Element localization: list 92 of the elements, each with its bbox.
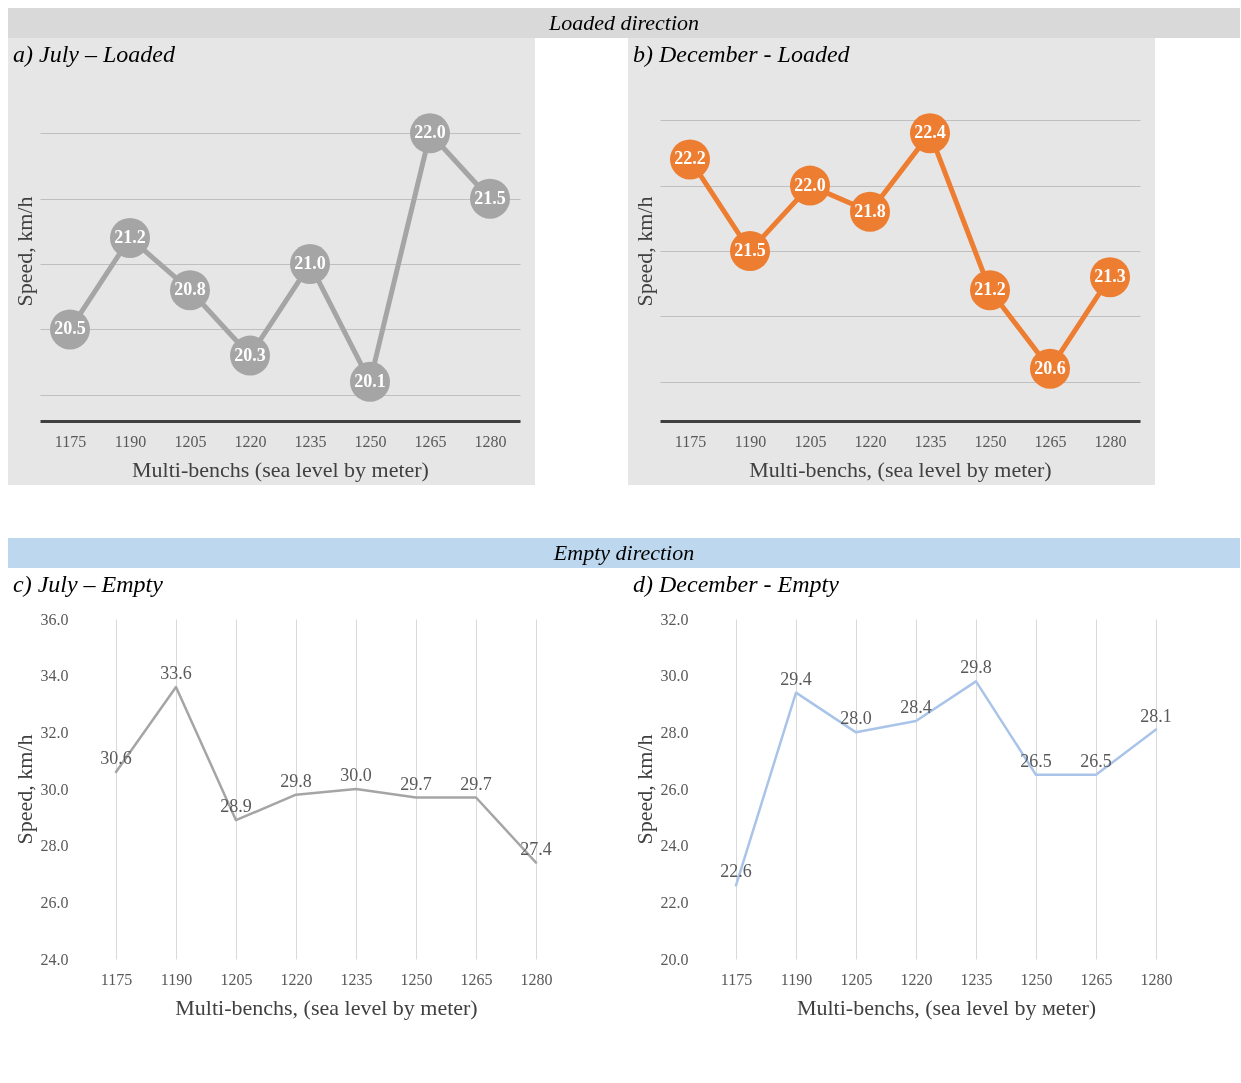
data-label: 30.6 bbox=[100, 748, 132, 768]
data-label: 20.1 bbox=[354, 370, 386, 391]
data-label: 28.4 bbox=[900, 697, 932, 717]
x-tick-label: 1250 bbox=[400, 970, 433, 988]
y-tick-label: 36.0 bbox=[40, 610, 69, 628]
x-tick-label: 1280 bbox=[1094, 432, 1127, 450]
y-tick-label: 26.0 bbox=[660, 780, 689, 798]
x-tick-label: 1235 bbox=[914, 432, 947, 450]
x-tick-label: 1280 bbox=[474, 432, 507, 450]
data-label: 22.0 bbox=[794, 174, 826, 195]
x-tick-label: 1205 bbox=[174, 432, 207, 450]
y-tick-label: 26.0 bbox=[40, 893, 69, 911]
x-tick-label: 1280 bbox=[520, 970, 553, 988]
x-tick-label: 1175 bbox=[100, 970, 133, 988]
data-label: 27.4 bbox=[520, 838, 552, 859]
x-tick-label: 1220 bbox=[234, 432, 267, 450]
x-tick-label: 1280 bbox=[1140, 970, 1173, 988]
x-tick-label: 1235 bbox=[294, 432, 327, 450]
data-label: 21.8 bbox=[854, 200, 886, 221]
text: Loaded direction bbox=[8, 8, 1240, 38]
y-tick-label: 24.0 bbox=[660, 837, 689, 855]
data-label: 29.8 bbox=[280, 770, 312, 791]
data-label: 29.7 bbox=[460, 773, 492, 794]
data-label: 29.8 bbox=[960, 657, 992, 678]
text: Empty direction bbox=[8, 538, 1240, 568]
y-axis-title: Speed, km/h bbox=[11, 196, 37, 307]
x-tick-label: 1205 bbox=[220, 970, 253, 988]
y-tick-label: 28.0 bbox=[40, 837, 69, 855]
data-label: 22.6 bbox=[720, 861, 752, 882]
x-tick-label: 1220 bbox=[900, 970, 933, 988]
x-tick-label: 1220 bbox=[280, 970, 313, 988]
chart-title: c) July – Empty bbox=[13, 571, 164, 597]
x-tick-label: 1175 bbox=[54, 432, 87, 450]
x-tick-label: 1205 bbox=[840, 970, 873, 988]
x-tick-label: 1235 bbox=[340, 970, 373, 988]
y-tick-label: 28.0 bbox=[660, 723, 689, 741]
data-label: 28.9 bbox=[220, 796, 252, 817]
data-label: 21.5 bbox=[734, 240, 766, 260]
x-axis-title: Multi-benchs, (sea level by meter) bbox=[175, 994, 478, 1020]
y-tick-label: 34.0 bbox=[40, 667, 69, 685]
x-tick-label: 1235 bbox=[960, 970, 993, 988]
data-label: 29.7 bbox=[400, 773, 432, 794]
data-label: 21.3 bbox=[1094, 266, 1126, 287]
chart-title: a) July – Loaded bbox=[13, 41, 176, 67]
x-tick-label: 1190 bbox=[160, 970, 193, 988]
x-tick-label: 1190 bbox=[114, 432, 147, 450]
x-tick-label: 1265 bbox=[414, 432, 447, 450]
data-label: 20.8 bbox=[174, 279, 206, 300]
data-label: 33.6 bbox=[160, 663, 192, 683]
y-axis-title: Speed, km/h bbox=[631, 196, 657, 307]
x-tick-label: 1220 bbox=[854, 432, 887, 450]
y-axis-title: Speed, km/h bbox=[631, 734, 657, 845]
data-label: 26.5 bbox=[1020, 750, 1052, 771]
data-label: 21.0 bbox=[294, 253, 326, 274]
y-axis-title: Speed, km/h bbox=[11, 734, 37, 845]
data-label: 21.2 bbox=[114, 226, 146, 247]
y-tick-label: 22.0 bbox=[660, 893, 689, 911]
x-tick-label: 1265 bbox=[1080, 970, 1113, 988]
data-label: 22.4 bbox=[914, 122, 946, 143]
x-tick-label: 1175 bbox=[720, 970, 753, 988]
data-label: 20.6 bbox=[1034, 357, 1066, 378]
data-label: 28.0 bbox=[840, 708, 872, 729]
chart-title: d) December - Empty bbox=[633, 571, 840, 597]
x-tick-label: 1175 bbox=[674, 432, 707, 450]
x-tick-label: 1250 bbox=[1020, 970, 1053, 988]
x-tick-label: 1190 bbox=[734, 432, 767, 450]
data-label: 20.5 bbox=[54, 318, 86, 339]
x-tick-label: 1250 bbox=[974, 432, 1007, 450]
y-tick-label: 24.0 bbox=[40, 950, 69, 968]
data-label: 22.2 bbox=[674, 148, 706, 169]
y-tick-label: 32.0 bbox=[40, 723, 69, 741]
data-label: 28.1 bbox=[1140, 705, 1172, 726]
data-label: 29.4 bbox=[780, 668, 812, 689]
data-label: 22.0 bbox=[414, 122, 446, 143]
x-tick-label: 1250 bbox=[354, 432, 387, 450]
y-tick-label: 20.0 bbox=[660, 950, 689, 968]
data-label: 21.2 bbox=[974, 279, 1006, 300]
data-label: 26.5 bbox=[1080, 750, 1112, 771]
y-tick-label: 30.0 bbox=[660, 667, 689, 685]
x-tick-label: 1190 bbox=[780, 970, 813, 988]
x-tick-label: 1205 bbox=[794, 432, 827, 450]
y-tick-label: 32.0 bbox=[660, 610, 689, 628]
x-tick-label: 1265 bbox=[460, 970, 493, 988]
data-label: 20.3 bbox=[234, 344, 266, 365]
x-axis-title: Multi-benchs, (sea level by мeter) bbox=[796, 994, 1097, 1020]
y-tick-label: 30.0 bbox=[40, 780, 69, 798]
x-tick-label: 1265 bbox=[1034, 432, 1067, 450]
x-axis-title: Multi-benchs, (sea level by meter) bbox=[749, 456, 1052, 482]
data-label: 21.5 bbox=[474, 187, 506, 208]
chart-title: b) December - Loaded bbox=[633, 41, 851, 67]
x-axis-title: Multi-benchs (sea level by meter) bbox=[132, 456, 429, 482]
data-label: 30.0 bbox=[340, 765, 372, 785]
